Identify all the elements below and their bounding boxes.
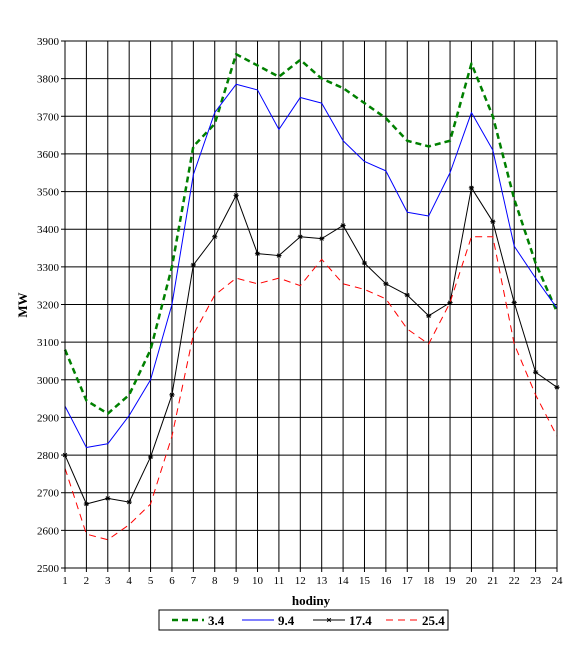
legend-marker (326, 617, 332, 623)
series-3 (62, 185, 560, 507)
data-point-marker (191, 262, 196, 268)
data-point-marker (169, 392, 175, 398)
x-tick-label: 24 (552, 575, 564, 587)
data-point-marker (148, 454, 153, 460)
x-axis-title: hodiny (292, 593, 331, 608)
x-tick-label: 15 (359, 575, 371, 587)
data-point-marker (383, 281, 389, 286)
data-point-marker (84, 501, 89, 507)
series-line (64, 83, 558, 449)
x-tick-label: 5 (148, 575, 154, 587)
data-point-marker (469, 185, 474, 190)
legend-box (158, 609, 449, 631)
legend-item: 9.4 (242, 613, 295, 628)
x-tick-label: 14 (338, 575, 350, 587)
x-tick-label: 23 (530, 575, 542, 587)
data-point-marker (512, 300, 517, 305)
series-1 (63, 52, 559, 415)
data-point-marker (105, 496, 110, 501)
legend-item: 17.4 (313, 613, 372, 628)
data-point-marker (405, 292, 410, 298)
data-point-marker (212, 234, 217, 239)
x-tick-label: 21 (487, 575, 498, 587)
data-point-marker (490, 219, 495, 224)
x-tick-label: 20 (466, 575, 478, 587)
y-tick-label: 3300 (37, 262, 60, 274)
y-axis-title: MW (15, 292, 30, 317)
y-tick-label: 3400 (37, 224, 60, 236)
data-point-marker (426, 313, 431, 318)
x-tick-label: 17 (402, 575, 414, 587)
x-tick-label: 2 (84, 575, 90, 587)
y-tick-label: 3800 (37, 74, 60, 86)
series-line (64, 187, 558, 505)
series-2 (64, 83, 558, 449)
x-tick-label: 1 (62, 575, 68, 587)
y-tick-label: 3500 (37, 187, 60, 199)
grid-lines (64, 40, 558, 569)
legend-label: 25.4 (422, 613, 445, 628)
x-tick-label: 4 (126, 575, 132, 587)
y-tick-label: 2600 (37, 525, 60, 537)
legend-item: 25.4 (386, 613, 445, 628)
y-tick-label: 3900 (37, 36, 60, 48)
y-tick-label: 3100 (37, 337, 60, 349)
y-tick-label: 2500 (37, 563, 60, 575)
x-tick-labels: 1 2 3 4 5 6 7 8 9 10 11 12 13 14 15 16 17 18 19 20 21 22 23 24 (62, 568, 563, 587)
data-point-marker (362, 260, 367, 266)
x-tick-label: 9 (233, 575, 239, 587)
x-tick-label: 6 (169, 575, 175, 587)
y-tick-label: 3200 (37, 300, 60, 312)
y-tick-label: 3600 (37, 149, 60, 161)
data-point-marker (255, 251, 260, 256)
data-point-marker (298, 234, 303, 239)
legend-label: 9.4 (278, 613, 295, 628)
series-lines (62, 52, 560, 541)
x-tick-label: 8 (212, 575, 218, 587)
legend: 3.4 9.4 17.4 25.4 (158, 609, 449, 631)
legend-item: 3.4 (172, 613, 225, 628)
x-tick-label: 13 (316, 575, 328, 587)
y-tick-label: 2700 (37, 488, 60, 500)
data-point-marker (233, 193, 239, 198)
x-tick-label: 22 (509, 575, 520, 587)
legend-label: 3.4 (208, 613, 225, 628)
data-point-marker (276, 253, 282, 258)
x-tick-label: 10 (252, 575, 264, 587)
series-line (63, 52, 559, 415)
y-tick-label: 3700 (37, 111, 60, 123)
y-tick-labels: 2500 2600 2700 2800 2900 3000 3100 3200 3300 3400… (37, 36, 65, 575)
x-tick-label: 11 (274, 575, 285, 587)
x-tick-label: 7 (191, 575, 197, 587)
y-tick-label: 3000 (37, 375, 60, 387)
data-point-marker (127, 499, 132, 505)
data-point-marker (533, 370, 538, 375)
y-tick-label: 2900 (37, 412, 60, 424)
x-tick-label: 12 (295, 575, 306, 587)
y-tick-label: 2800 (37, 450, 60, 462)
x-tick-label: 3 (105, 575, 111, 587)
data-point-marker (340, 223, 346, 228)
legend-label: 17.4 (349, 613, 372, 628)
data-point-marker (447, 300, 453, 305)
x-tick-label: 19 (445, 575, 457, 587)
data-point-marker (319, 236, 324, 241)
x-tick-label: 18 (423, 575, 435, 587)
x-tick-label: 16 (380, 575, 392, 587)
